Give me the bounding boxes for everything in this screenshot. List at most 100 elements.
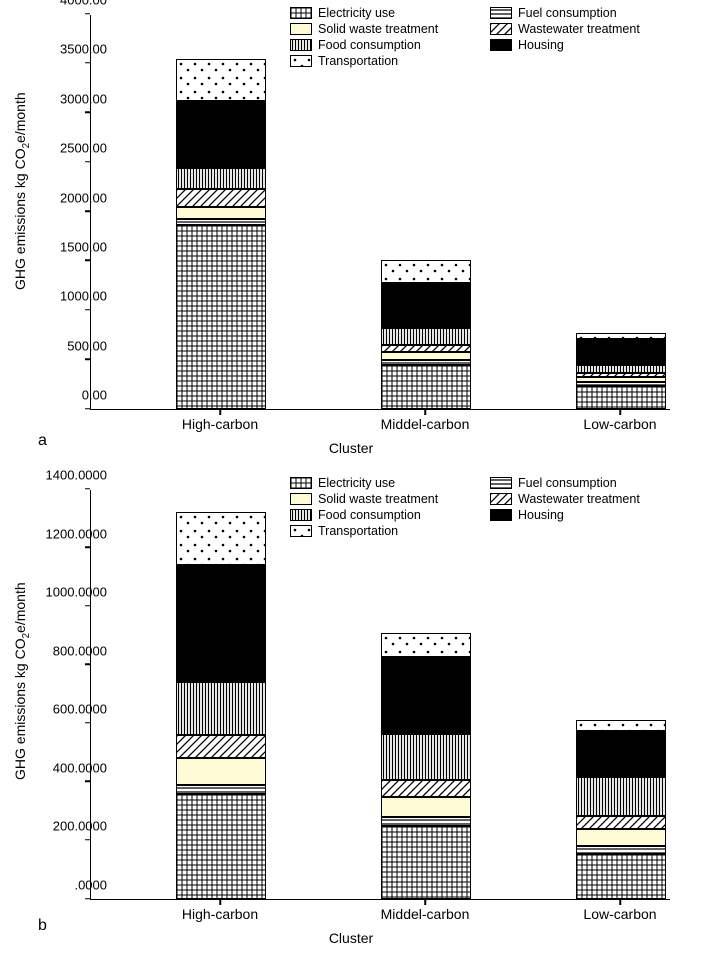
bar-segment-fuel <box>176 785 266 794</box>
bar-segment-wastewater <box>576 373 666 377</box>
legend-label: Housing <box>518 508 564 522</box>
y-tick-label: 3000.00 <box>60 91 107 106</box>
legend-swatch <box>490 7 512 19</box>
legend-item: Housing <box>490 38 660 52</box>
legend-label: Transportation <box>318 54 398 68</box>
y-tick-label: 3500.00 <box>60 42 107 57</box>
legend-swatch <box>490 23 512 35</box>
x-tick <box>619 900 621 905</box>
legend-item: Housing <box>490 508 660 522</box>
bar-segment-transport <box>576 720 666 730</box>
y-tick <box>85 781 90 783</box>
bar-segment-housing <box>576 731 666 778</box>
y-tick <box>85 112 90 114</box>
y-tick <box>85 13 90 15</box>
legend-label: Solid waste treatment <box>318 22 438 36</box>
chart-b-container: GHG emissions kg CO2e/month Cluster b El… <box>0 470 702 960</box>
legend-swatch <box>290 509 312 521</box>
legend-item: Fuel consumption <box>490 476 660 490</box>
x-tick <box>219 900 221 905</box>
y-tick-label: .0000 <box>74 878 107 893</box>
y-tick <box>85 161 90 163</box>
y-tick <box>85 62 90 64</box>
bar-segment-housing <box>176 565 266 682</box>
legend-a: Electricity useFuel consumptionSolid was… <box>290 6 690 70</box>
y-tick <box>85 546 90 548</box>
y-tick <box>85 309 90 311</box>
y-tick <box>85 663 90 665</box>
plot-area-a <box>90 15 670 410</box>
legend-label: Electricity use <box>318 476 395 490</box>
y-tick-label: 1400.0000 <box>46 468 107 483</box>
y-tick <box>85 605 90 607</box>
legend-label: Food consumption <box>318 38 421 52</box>
y-tick-label: 1000.0000 <box>46 585 107 600</box>
y-tick-label: 2000.00 <box>60 190 107 205</box>
legend-label: Solid waste treatment <box>318 492 438 506</box>
y-tick-label: 1500.00 <box>60 239 107 254</box>
bar-segment-solid_waste <box>576 829 666 847</box>
legend-item: Food consumption <box>290 38 460 52</box>
legend-item: Transportation <box>290 54 460 68</box>
legend-label: Housing <box>518 38 564 52</box>
bar-segment-electricity <box>381 365 471 409</box>
bar-segment-food <box>176 682 266 735</box>
bar-segment-fuel <box>381 360 471 365</box>
y-axis-title-b: GHG emissions kg CO2e/month <box>12 582 32 780</box>
y-tick-label: 500.00 <box>67 338 107 353</box>
x-tick <box>424 900 426 905</box>
legend-swatch <box>490 39 512 51</box>
bar-segment-wastewater <box>576 816 666 829</box>
legend-label: Food consumption <box>318 508 421 522</box>
bar-segment-food <box>576 365 666 374</box>
bar-segment-solid_waste <box>176 207 266 220</box>
legend-label: Transportation <box>318 524 398 538</box>
x-tick <box>219 410 221 415</box>
y-tick <box>85 839 90 841</box>
bar-segment-housing <box>381 657 471 733</box>
y-tick <box>85 408 90 410</box>
y-axis-title-a: GHG emissions kg CO2e/month <box>12 92 32 290</box>
bar-segment-solid_waste <box>381 352 471 360</box>
bar-segment-electricity <box>176 794 266 899</box>
y-tick-label: 4000.00 <box>60 0 107 8</box>
y-tick <box>85 358 90 360</box>
y-tick <box>85 260 90 262</box>
plot-area-b <box>90 490 670 900</box>
panel-label-a: a <box>38 432 47 450</box>
bar-segment-food <box>381 734 471 781</box>
legend-label: Wastewater treatment <box>518 492 640 506</box>
legend-swatch <box>490 509 512 521</box>
panel-label-b: b <box>38 917 47 935</box>
x-tick <box>619 410 621 415</box>
bar-segment-wastewater <box>381 345 471 352</box>
legend-label: Fuel consumption <box>518 476 617 490</box>
bar-segment-food <box>576 777 666 815</box>
y-tick-label: 400.0000 <box>53 760 107 775</box>
bar-segment-food <box>176 168 266 189</box>
bar-segment-fuel <box>576 846 666 853</box>
bar-segment-solid_waste <box>381 797 471 818</box>
legend-swatch <box>290 7 312 19</box>
legend-item: Food consumption <box>290 508 460 522</box>
x-tick-label: Middel-carbon <box>381 906 470 922</box>
legend-swatch <box>290 493 312 505</box>
legend-item: Wastewater treatment <box>490 22 660 36</box>
legend-item: Solid waste treatment <box>290 22 460 36</box>
legend-item: Electricity use <box>290 6 460 20</box>
chart-a-container: GHG emissions kg CO2e/month Cluster a El… <box>0 0 702 470</box>
legend-swatch <box>290 39 312 51</box>
legend-b: Electricity use Fuel consumption Solid was… <box>290 476 690 540</box>
legend-item: Wastewater treatment <box>490 492 660 506</box>
legend-swatch <box>490 477 512 489</box>
y-tick-label: 800.0000 <box>53 643 107 658</box>
bar-segment-wastewater <box>381 780 471 796</box>
y-tick-label: 0.00 <box>82 388 107 403</box>
bar-segment-transport <box>176 59 266 100</box>
bar-segment-solid_waste <box>176 758 266 784</box>
bar-segment-electricity <box>381 826 471 899</box>
y-tick-label: 1200.0000 <box>46 526 107 541</box>
bar-segment-transport <box>176 512 266 565</box>
x-tick-label: High-carbon <box>182 416 258 432</box>
y-tick-label: 1000.00 <box>60 289 107 304</box>
